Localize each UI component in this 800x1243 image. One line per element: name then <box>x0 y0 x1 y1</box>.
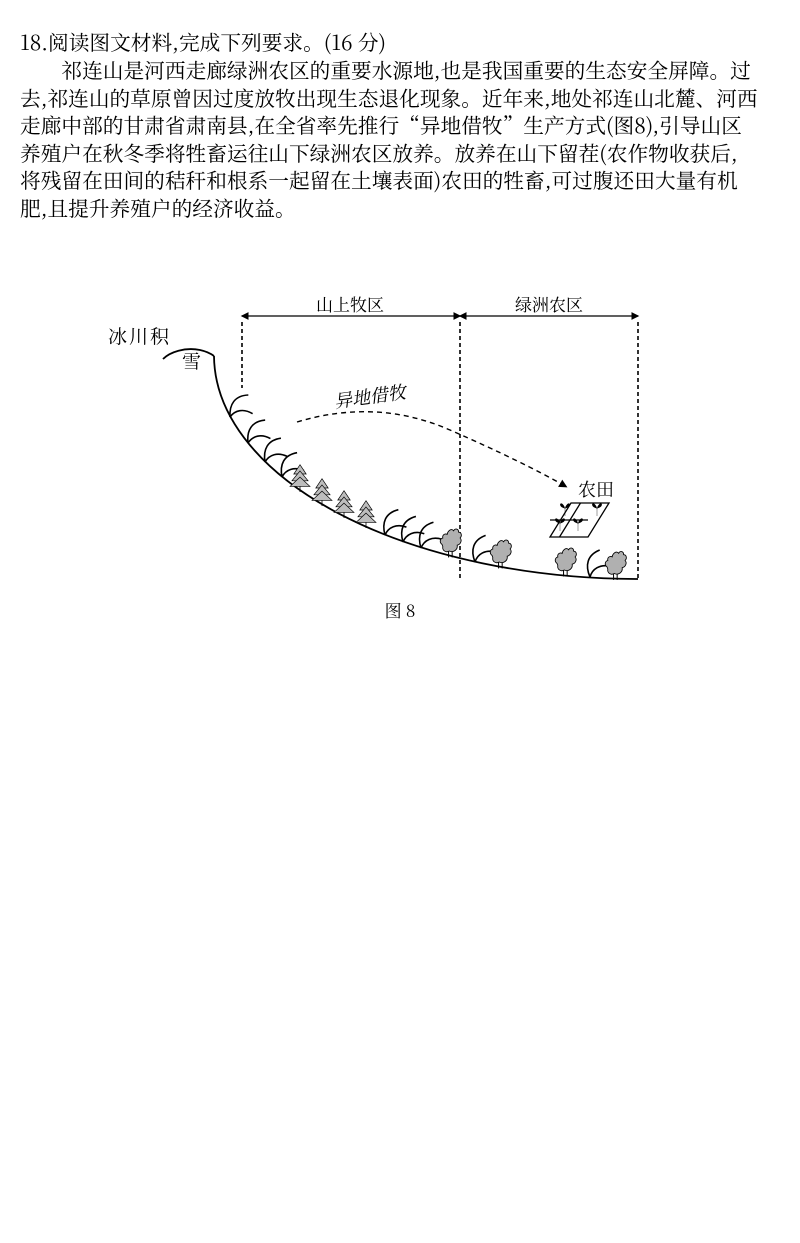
svg-text:冰川积: 冰川积 <box>108 322 171 349</box>
svg-text:异地借牧: 异地借牧 <box>332 378 410 414</box>
svg-text:农田: 农田 <box>578 476 614 502</box>
svg-text:绿洲农区: 绿洲农区 <box>515 291 583 316</box>
svg-text:山上牧区: 山上牧区 <box>316 291 384 316</box>
svg-text:图 8: 图 8 <box>385 597 416 620</box>
svg-text:雪: 雪 <box>182 347 201 374</box>
